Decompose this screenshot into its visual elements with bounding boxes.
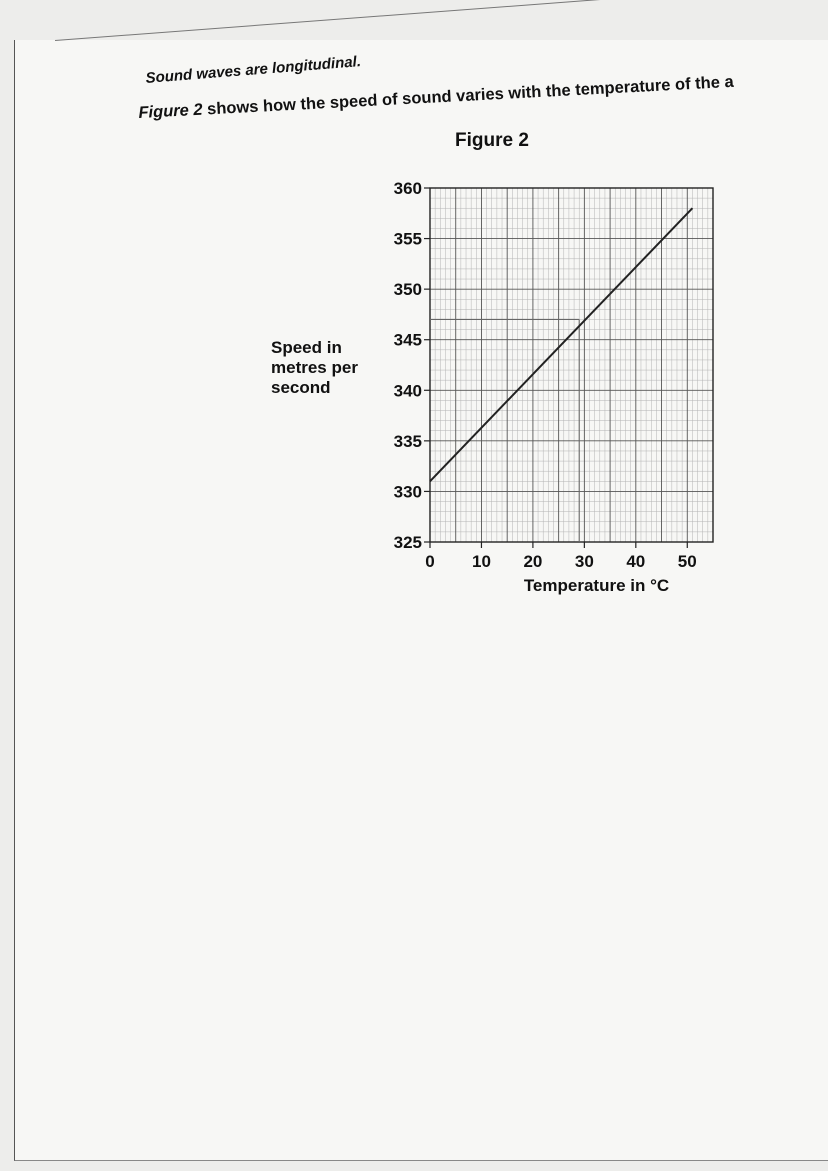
x-tick-label: 10: [472, 552, 491, 571]
x-tick-label: 40: [626, 552, 645, 571]
y-tick-label: 360: [394, 179, 422, 198]
grid-major-lines: [429, 187, 714, 543]
y-tick-label: 345: [394, 331, 422, 350]
x-tick-label: 30: [575, 552, 594, 571]
y-axis-label: Speed in metres per second: [271, 338, 358, 397]
y-tick-label: 350: [394, 280, 422, 299]
data-series: [429, 207, 694, 483]
y-tick-label: 355: [394, 230, 422, 249]
x-axis-label: Temperature in °C: [524, 576, 669, 595]
y-tick-label: 335: [394, 432, 422, 451]
x-tick-label: 0: [425, 552, 434, 571]
y-tick-label: 340: [394, 381, 422, 400]
grid-minor-lines: [430, 188, 713, 542]
x-tick-label: 50: [678, 552, 697, 571]
chart-title: Figure 2: [455, 130, 529, 151]
reading-lines: [430, 318, 580, 542]
plot-frame: [429, 187, 714, 543]
x-axis-ticks: 0 10 20 30 40 50: [425, 542, 697, 571]
y-axis-ticks: 325 330 335 340 345 350 355 360: [394, 179, 430, 552]
series-line: [429, 207, 694, 483]
y-tick-label: 325: [394, 533, 422, 552]
y-tick-label: 330: [394, 482, 422, 501]
x-tick-label: 20: [523, 552, 542, 571]
